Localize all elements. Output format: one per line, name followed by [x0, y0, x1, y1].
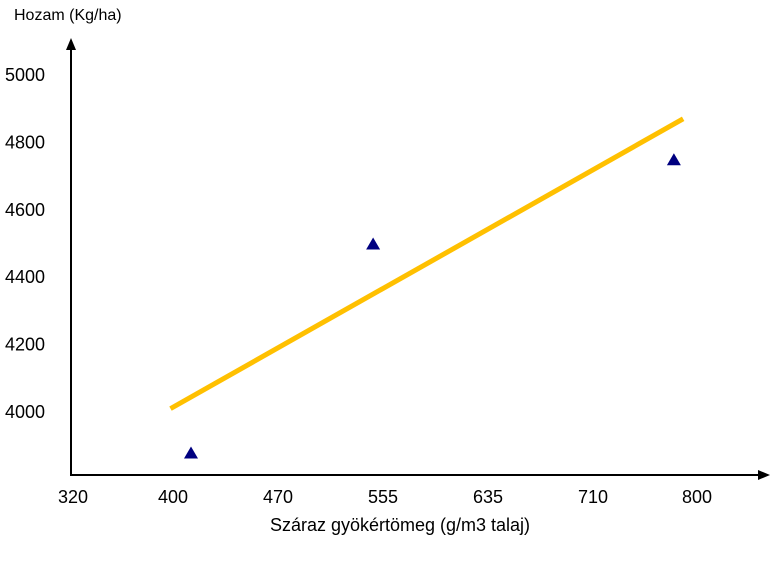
x-axis-title: Száraz gyökértömeg (g/m3 talaj)	[270, 515, 530, 535]
trendline-layer	[169, 116, 685, 411]
y-tick-label: 5000	[5, 65, 45, 85]
y-tick-label: 4200	[5, 335, 45, 355]
x-tick-label: 470	[263, 487, 293, 507]
axes	[66, 38, 770, 480]
y-tick-label: 4400	[5, 267, 45, 287]
x-tick-labels: 320 400 470 555 635 710 800	[58, 487, 712, 507]
x-axis-arrow	[758, 470, 770, 480]
y-tick-labels: 4000 4200 4400 4600 4800 5000	[5, 65, 45, 422]
y-tick-label: 4000	[5, 402, 45, 422]
data-point-marker	[666, 153, 681, 166]
data-points	[184, 153, 681, 459]
y-tick-label: 4800	[5, 132, 45, 152]
x-tick-label: 555	[368, 487, 398, 507]
x-tick-label: 320	[58, 487, 88, 507]
y-tick-label: 4600	[5, 200, 45, 220]
trendline	[169, 116, 685, 411]
x-tick-label: 400	[158, 487, 188, 507]
y-axis-title: Hozam (Kg/ha)	[14, 7, 122, 24]
x-tick-label: 800	[682, 487, 712, 507]
x-tick-label: 635	[473, 487, 503, 507]
data-point-marker	[366, 237, 381, 250]
y-axis-arrow	[66, 38, 76, 50]
data-point-marker	[184, 446, 198, 459]
x-tick-label: 710	[578, 487, 608, 507]
